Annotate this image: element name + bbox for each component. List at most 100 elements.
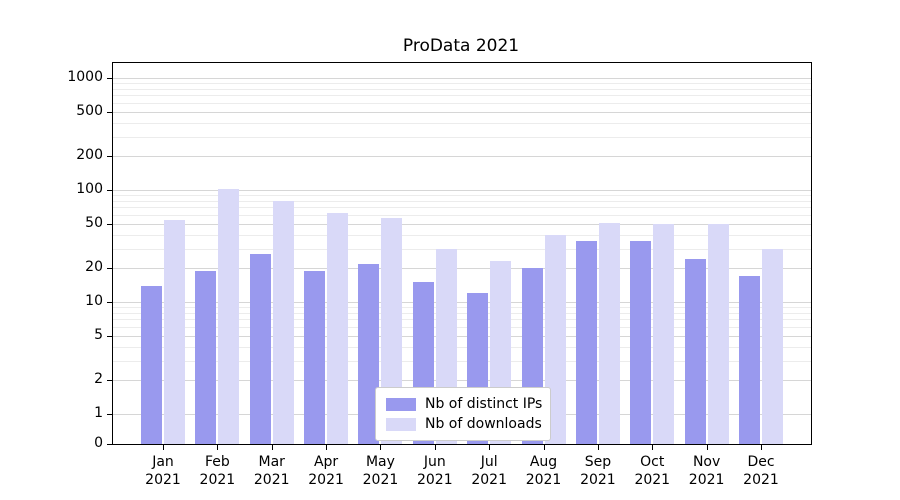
x-axis-tick-mark: [706, 445, 708, 450]
y-axis-tick-mark: [107, 380, 112, 382]
bar: [249, 253, 271, 444]
x-axis-tick-label: Oct 2021: [634, 454, 671, 489]
x-axis-tick-mark: [380, 445, 382, 450]
gridline: [113, 111, 811, 113]
gridline: [113, 214, 811, 216]
x-axis-tick-label: Dec 2021: [743, 454, 779, 489]
gridline: [113, 248, 811, 250]
x-axis-tick-label: Apr 2021: [308, 454, 344, 489]
y-axis-tick-mark: [107, 302, 112, 303]
x-axis-tick-label: Nov 2021: [688, 454, 725, 489]
gridline: [113, 190, 811, 191]
x-axis-tick-label: Jan 2021: [145, 454, 181, 489]
y-axis-tick-label: 1: [94, 405, 103, 421]
y-axis-tick-mark: [107, 78, 112, 79]
legend-swatch-downloads: [386, 417, 416, 431]
gridline: [113, 335, 811, 337]
legend-swatch-distinct-ips: [386, 397, 416, 411]
gridline: [113, 302, 811, 303]
plot-area: Jan 2021 Feb 2021 Mar 2021 Apr 2021 May 2021 Jun 20…: [107, 62, 812, 488]
y-axis-tick-label: 50: [85, 214, 103, 231]
gridline: [113, 78, 811, 79]
y-axis-tick-mark: [107, 335, 112, 337]
gridline: [113, 307, 811, 309]
bar: [304, 270, 326, 444]
gridline: [113, 223, 811, 225]
bar: [327, 213, 349, 444]
x-axis-tick-label: Sep 2021: [580, 454, 616, 489]
gridline: [113, 200, 811, 202]
x-axis-tick-label: Jul 2021: [471, 454, 507, 489]
y-axis-tick-mark: [107, 156, 112, 158]
x-axis-tick-mark: [271, 445, 273, 450]
x-axis-tick-mark: [163, 445, 164, 450]
y-axis-tick-label: 500: [76, 102, 103, 119]
chart-title: ProData 2021: [402, 36, 520, 56]
x-axis-tick-label: Feb 2021: [199, 454, 236, 489]
bar: [684, 259, 706, 444]
y-axis-tick-mark: [107, 268, 112, 270]
legend-item-distinct-ips: Nb of distinct IPs: [386, 394, 543, 414]
bar: [598, 222, 620, 444]
y-axis-tick-label: 2: [94, 371, 103, 388]
bar: [575, 241, 597, 444]
y-axis-tick-label: 1000: [67, 69, 103, 85]
gridline: [113, 195, 811, 197]
y-axis-tick-label: 100: [76, 181, 103, 197]
legend: Nb of distinct IPs Nb of downloads: [375, 387, 551, 441]
y-axis-tick-mark: [107, 223, 112, 225]
bar: [630, 241, 652, 444]
bar: [653, 223, 675, 444]
gridline: [113, 122, 811, 124]
y-axis-tick-mark: [107, 444, 112, 445]
y-axis-tick-label: 5: [94, 326, 103, 343]
x-axis-tick-label: Aug 2021: [525, 454, 562, 489]
gridline: [113, 234, 811, 236]
gridline: [113, 136, 811, 138]
gridline: [113, 360, 811, 362]
x-axis-tick-mark: [434, 445, 436, 450]
gridline: [113, 312, 811, 314]
gridline: [113, 268, 811, 270]
gridline: [113, 380, 811, 382]
x-axis-tick-mark: [326, 445, 328, 450]
y-axis-tick-mark: [107, 190, 112, 191]
x-axis-tick-mark: [543, 445, 545, 450]
x-axis-tick-mark: [597, 445, 599, 450]
bar: [218, 189, 240, 444]
gridline: [113, 95, 811, 97]
gridline: [113, 326, 811, 328]
x-axis-tick-label: Jun 2021: [416, 454, 453, 489]
y-axis-tick-mark: [107, 111, 112, 113]
legend-label-distinct-ips: Nb of distinct IPs: [425, 396, 543, 412]
y-axis-tick-label: 0: [94, 435, 103, 451]
bar: [762, 248, 783, 444]
gridline: [113, 88, 811, 90]
bar: [164, 219, 185, 444]
gridline: [113, 319, 811, 321]
bar: [739, 276, 760, 444]
x-axis-tick-mark: [489, 445, 491, 450]
y-axis-tick-mark: [107, 414, 112, 415]
x-axis-tick-label: Mar 2021: [253, 454, 290, 489]
x-axis-tick-mark: [652, 445, 654, 450]
legend-label-downloads: Nb of downloads: [425, 416, 542, 432]
x-axis-tick-label: May 2021: [362, 454, 399, 489]
x-axis-tick-mark: [217, 445, 219, 450]
bar: [141, 285, 162, 444]
y-axis-tick-label: 10: [85, 293, 103, 309]
bar: [272, 200, 294, 444]
bar: [707, 223, 729, 444]
y-axis-tick-label: 20: [85, 259, 103, 276]
gridline: [113, 83, 811, 85]
gridline: [113, 156, 811, 158]
gridline: [113, 207, 811, 209]
gridline: [113, 346, 811, 348]
x-axis-tick-mark: [761, 445, 762, 450]
y-axis-tick-label: 200: [76, 147, 103, 164]
gridline: [113, 102, 811, 104]
bar: [195, 270, 217, 444]
legend-item-downloads: Nb of downloads: [386, 414, 542, 434]
bar: [358, 263, 380, 444]
